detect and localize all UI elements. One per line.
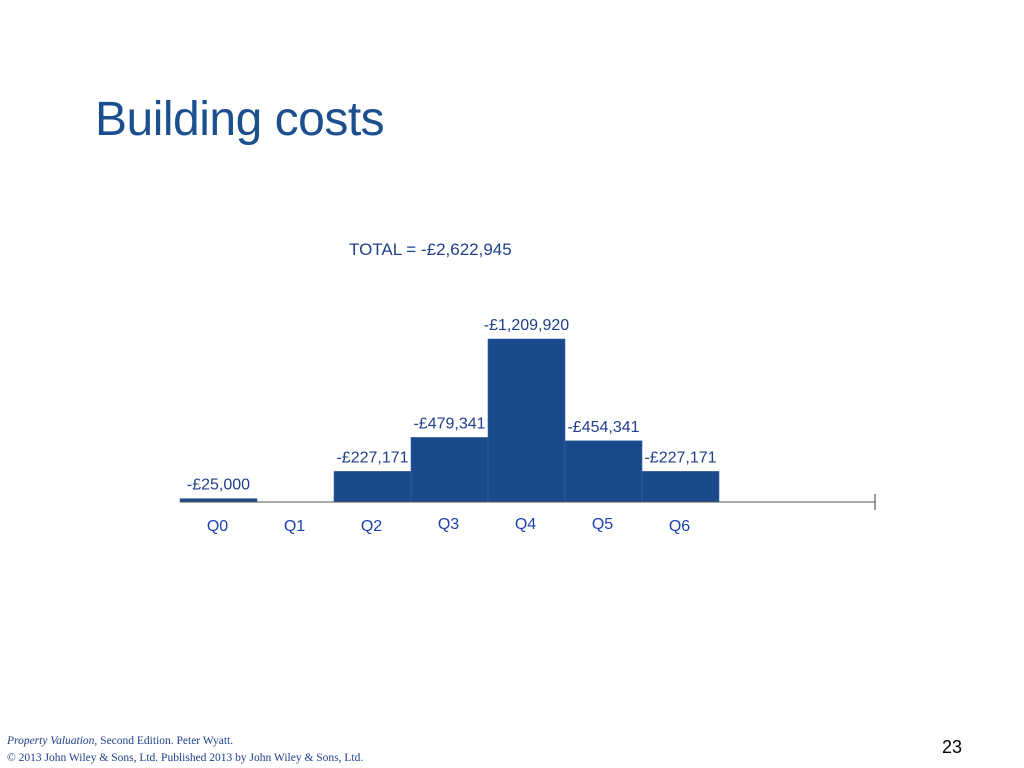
data-label-q5: -£454,341 <box>567 419 639 436</box>
bar-q2 <box>333 471 412 503</box>
category-label-q0: Q0 <box>207 518 228 535</box>
footer-citation: Property Valuation, Second Edition. Pete… <box>7 733 363 750</box>
category-label-q4: Q4 <box>515 516 536 533</box>
chart-total-label: TOTAL = -£2,622,945 <box>349 240 512 259</box>
category-label-q6: Q6 <box>669 518 690 535</box>
category-label-q3: Q3 <box>438 516 459 533</box>
data-label-q4: -£1,209,920 <box>484 317 570 334</box>
footer-book-title: Property Valuation <box>7 735 95 747</box>
data-label-q2: -£227,171 <box>336 449 408 466</box>
bar-q5 <box>564 440 643 503</box>
bar-q6 <box>641 471 720 503</box>
bar-q4 <box>487 338 566 503</box>
category-label-q5: Q5 <box>592 516 613 533</box>
data-label-q0: -£25,000 <box>187 477 250 494</box>
category-label-q1: Q1 <box>284 518 305 535</box>
bar-q3 <box>410 437 489 503</box>
data-label-q3: -£479,341 <box>413 415 485 432</box>
slide-title: Building costs <box>95 93 385 146</box>
bar-q0 <box>179 498 258 503</box>
footer-edition-author: , Second Edition. Peter Wyatt. <box>94 735 234 747</box>
data-label-q6: -£227,171 <box>644 449 716 466</box>
category-label-q2: Q2 <box>361 518 382 535</box>
slide-footer: Property Valuation, Second Edition. Pete… <box>7 733 363 767</box>
page-number: 23 <box>942 737 963 757</box>
footer-copyright: © 2013 John Wiley & Sons, Ltd. Published… <box>7 752 364 764</box>
